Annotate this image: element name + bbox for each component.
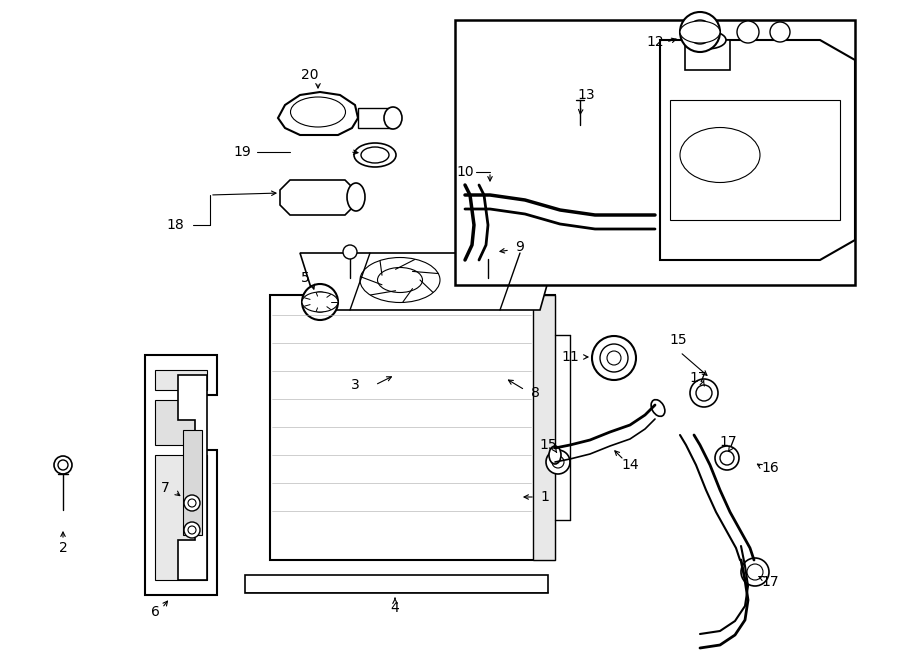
Circle shape: [715, 446, 739, 470]
Circle shape: [184, 522, 200, 538]
Ellipse shape: [651, 400, 665, 416]
Ellipse shape: [291, 97, 346, 127]
Text: 4: 4: [391, 601, 400, 615]
Circle shape: [546, 450, 570, 474]
Text: 18: 18: [166, 218, 184, 232]
Circle shape: [770, 22, 790, 42]
Circle shape: [688, 20, 712, 44]
Text: 15: 15: [539, 438, 557, 452]
Circle shape: [720, 451, 734, 465]
Circle shape: [302, 284, 338, 320]
Bar: [455, 20, 855, 285]
Polygon shape: [280, 180, 355, 215]
Circle shape: [58, 460, 68, 470]
Bar: [270, 295, 555, 560]
Circle shape: [696, 385, 712, 401]
Polygon shape: [245, 575, 548, 593]
Text: 13: 13: [577, 88, 595, 102]
Bar: [533, 295, 555, 560]
Circle shape: [310, 292, 330, 312]
Text: 12: 12: [646, 35, 664, 49]
Polygon shape: [155, 400, 195, 445]
Bar: [358, 108, 393, 128]
Circle shape: [343, 245, 357, 259]
Polygon shape: [178, 375, 207, 580]
Circle shape: [188, 499, 196, 507]
Circle shape: [592, 336, 636, 380]
Text: 10: 10: [456, 165, 473, 179]
Text: 5: 5: [301, 271, 310, 285]
Ellipse shape: [361, 147, 389, 163]
Ellipse shape: [680, 128, 760, 182]
Text: 7: 7: [160, 481, 169, 495]
Ellipse shape: [384, 107, 402, 129]
Polygon shape: [300, 253, 556, 310]
Circle shape: [690, 379, 718, 407]
Circle shape: [741, 558, 769, 586]
Polygon shape: [145, 355, 217, 595]
Ellipse shape: [347, 183, 365, 211]
Circle shape: [747, 564, 763, 580]
Circle shape: [737, 21, 759, 43]
Circle shape: [607, 351, 621, 365]
Circle shape: [184, 495, 200, 511]
Text: 16: 16: [761, 461, 778, 475]
Text: 17: 17: [761, 575, 778, 589]
Ellipse shape: [377, 268, 422, 293]
Ellipse shape: [688, 31, 726, 49]
Polygon shape: [183, 430, 202, 535]
Text: 8: 8: [531, 386, 539, 400]
Ellipse shape: [680, 21, 720, 43]
Text: 11: 11: [561, 350, 579, 364]
Ellipse shape: [549, 446, 561, 464]
Text: 15: 15: [670, 333, 687, 347]
Text: 19: 19: [233, 145, 251, 159]
Bar: [670, 100, 840, 220]
Circle shape: [54, 456, 72, 474]
Ellipse shape: [354, 143, 396, 167]
Text: 20: 20: [302, 68, 319, 82]
Circle shape: [552, 456, 564, 468]
Circle shape: [481, 245, 495, 259]
Text: 2: 2: [58, 541, 68, 555]
Circle shape: [600, 344, 628, 372]
Text: 3: 3: [351, 378, 359, 392]
Polygon shape: [660, 40, 855, 260]
Ellipse shape: [302, 292, 338, 312]
Bar: [685, 40, 730, 70]
Text: 17: 17: [719, 435, 737, 449]
Polygon shape: [155, 455, 207, 580]
Text: 9: 9: [516, 240, 525, 254]
Circle shape: [188, 526, 196, 534]
Text: 17: 17: [689, 371, 706, 385]
Text: 6: 6: [150, 605, 159, 619]
Ellipse shape: [360, 258, 440, 303]
Polygon shape: [155, 370, 207, 390]
Text: 1: 1: [541, 490, 549, 504]
Circle shape: [680, 12, 720, 52]
Polygon shape: [278, 92, 358, 135]
Text: 14: 14: [621, 458, 639, 472]
